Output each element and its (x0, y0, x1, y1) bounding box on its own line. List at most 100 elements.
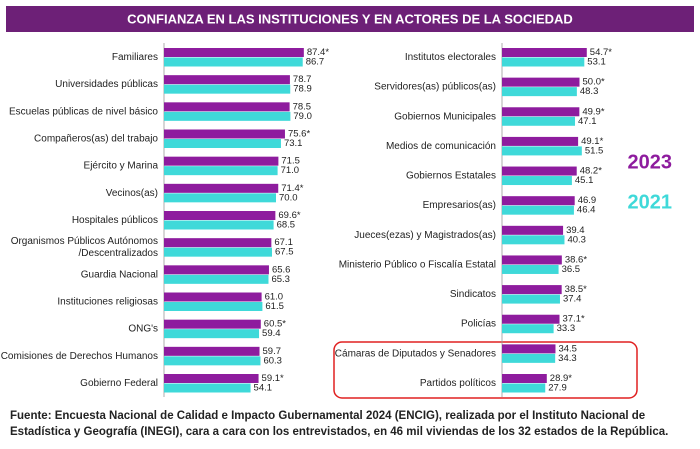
value-label: 67.5 (275, 247, 294, 258)
bar (502, 77, 580, 87)
value-label: 59.1* (262, 373, 284, 384)
category-label: Sindicatos (450, 289, 496, 300)
bar (164, 356, 261, 366)
bar (502, 87, 577, 97)
category-label: Medios de comunicación (386, 141, 496, 152)
value-label: 27.9 (548, 383, 567, 394)
bar (164, 247, 272, 257)
value-label: 68.5 (277, 220, 296, 231)
chart-title: CONFIANZA EN LAS INSTITUCIONES Y EN ACTO… (127, 11, 573, 26)
bar (502, 264, 559, 274)
value-label: 75.6* (288, 129, 310, 140)
category-label: Servidores(as) públicos(as) (374, 81, 496, 92)
value-label: 54.7* (590, 47, 612, 58)
bar (502, 324, 554, 334)
bar (164, 302, 263, 311)
value-label: 49.1* (581, 136, 603, 147)
bar (502, 136, 579, 146)
category-label: Policías (461, 318, 496, 329)
bar (502, 285, 562, 295)
legend-entry: 2023 (628, 151, 673, 173)
value-label: 53.1 (587, 57, 606, 68)
value-label: 61.5 (265, 301, 284, 312)
bar (164, 84, 291, 94)
bar (502, 107, 580, 117)
value-label: 78.7 (293, 74, 312, 85)
category-label: Cámaras de Diputados y Senadores (335, 348, 496, 359)
value-label: 48.3 (580, 86, 599, 97)
value-label: 78.9 (293, 84, 312, 95)
category-label: Vecinos(as) (106, 187, 158, 198)
bar (502, 255, 562, 265)
category-label: Hospitales públicos (72, 215, 158, 226)
bar (502, 314, 560, 324)
bar (164, 193, 276, 203)
value-label: 61.0 (265, 292, 284, 303)
value-label: 28.9* (550, 373, 572, 384)
bar (164, 329, 260, 339)
value-label: 87.4* (307, 47, 329, 58)
value-label: 38.6* (565, 254, 587, 265)
value-label: 71.0 (281, 165, 300, 176)
bar (164, 111, 291, 121)
category-label: Ejército y Marina (84, 160, 159, 171)
bar (502, 344, 556, 354)
value-label: 36.5 (562, 264, 581, 275)
bar (164, 139, 281, 148)
value-label: 45.1 (575, 175, 594, 186)
bar (502, 166, 577, 176)
category-label: Instituciones religiosas (57, 296, 158, 307)
value-label: 40.3 (567, 234, 586, 245)
bar (164, 166, 278, 176)
category-label: Organismos Públicos Autónomos/Descentral… (11, 236, 158, 259)
bar (502, 196, 575, 206)
category-label: Guardia Nacional (81, 269, 158, 280)
value-label: 65.3 (271, 274, 290, 285)
bar (502, 353, 556, 363)
value-label: 33.3 (557, 323, 576, 334)
value-label: 73.1 (284, 138, 303, 149)
category-label: Gobiernos Municipales (394, 111, 496, 122)
category-label: Familiares (112, 52, 158, 63)
category-label: Compañeros(as) del trabajo (34, 133, 158, 144)
bar (164, 319, 261, 329)
value-label: 71.5 (281, 156, 300, 167)
bar (164, 238, 272, 248)
value-label: 54.1 (254, 383, 273, 394)
bar (164, 346, 260, 356)
bar (164, 274, 269, 284)
value-label: 70.0 (279, 192, 298, 203)
value-label: 37.1* (563, 314, 585, 325)
bar (164, 48, 304, 57)
value-label: 34.5 (558, 343, 577, 354)
bar (164, 292, 262, 302)
value-label: 38.5* (565, 284, 587, 295)
bar (502, 57, 585, 67)
category-label: ONG's (128, 323, 158, 334)
value-label: 39.4 (566, 225, 585, 236)
value-label: 46.4 (577, 205, 596, 216)
value-label: 59.7 (263, 346, 282, 357)
bar (164, 265, 269, 275)
value-label: 50.0* (583, 77, 605, 88)
value-label: 48.2* (580, 166, 602, 177)
bar (164, 220, 274, 230)
bar (502, 116, 576, 126)
bar (502, 374, 547, 383)
bar (164, 156, 279, 166)
bar (164, 102, 290, 112)
bar (502, 235, 565, 245)
value-label: 65.6 (272, 264, 291, 275)
value-label: 59.4 (262, 328, 281, 339)
legend-entry: 2021 (628, 191, 673, 213)
value-label: 37.4 (563, 294, 582, 305)
bar (502, 146, 582, 156)
category-label: Comisiones de Derechos Humanos (1, 350, 158, 361)
value-label: 49.9* (582, 106, 604, 117)
value-label: 60.5* (264, 319, 286, 330)
value-label: 71.4* (281, 183, 303, 194)
title-banner (6, 6, 694, 32)
category-label: Escuelas públicas de nivel básico (9, 106, 158, 117)
value-label: 86.7 (306, 57, 325, 68)
